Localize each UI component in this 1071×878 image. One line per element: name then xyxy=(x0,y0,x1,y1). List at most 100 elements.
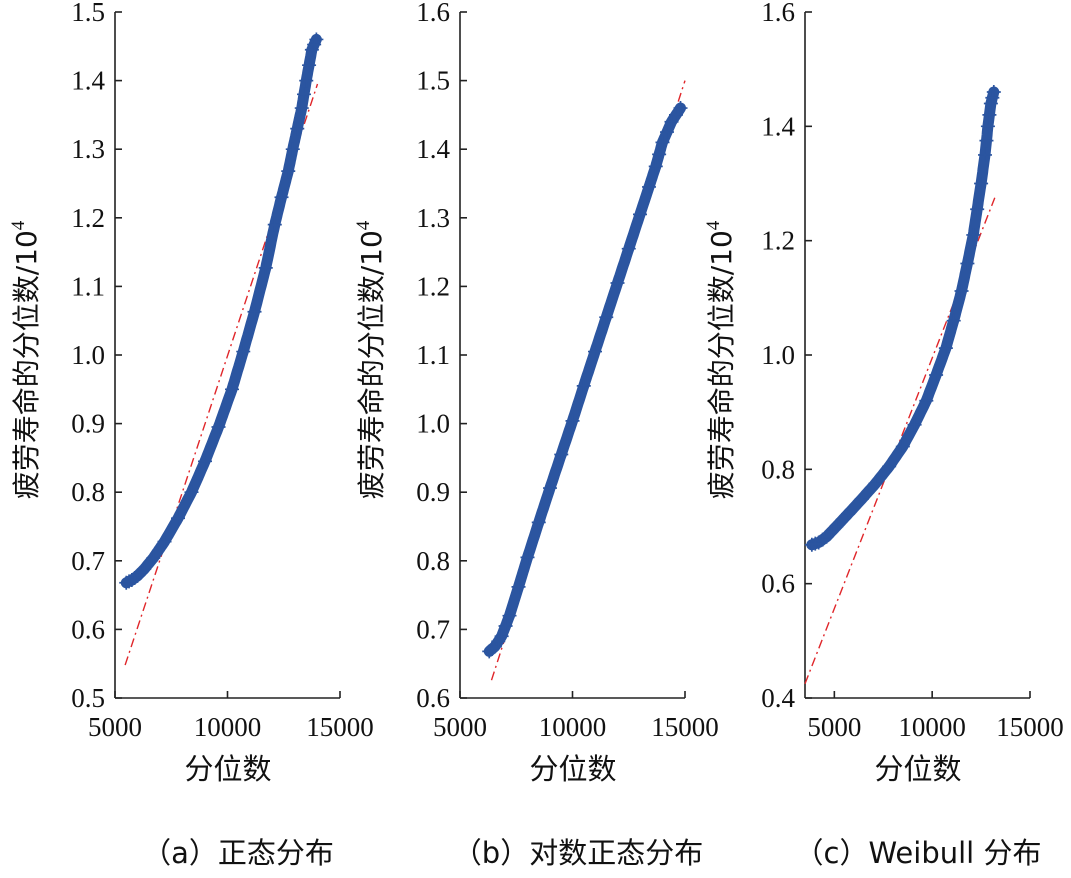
y-tick-label: 1.1 xyxy=(416,340,450,370)
data-point xyxy=(274,190,289,205)
y-tick-label: 0.7 xyxy=(416,614,450,644)
data-point xyxy=(974,176,989,191)
data-point xyxy=(960,256,975,271)
data-point xyxy=(815,532,830,547)
data-point xyxy=(986,85,1001,100)
data-point xyxy=(946,313,961,328)
data-point xyxy=(281,164,296,179)
data-point xyxy=(543,481,557,496)
panel-lognormal-distribution: 0.6 0.7 0.8 0.9 1.0 1.1 1.2 1.3 1.4 1.5 1.6 5000 100… xyxy=(353,0,719,870)
data-point xyxy=(929,368,944,383)
data-point xyxy=(633,207,647,222)
y-tick-label: 1.0 xyxy=(71,340,105,370)
data-point xyxy=(511,579,526,594)
data-point xyxy=(841,506,856,521)
data-point xyxy=(491,634,506,649)
y-axis-label: 疲劳寿命的分位数/104 xyxy=(703,220,738,499)
data-point xyxy=(133,565,148,580)
y-tick-label: 0.9 xyxy=(71,409,105,439)
y-tick-label: 0.5 xyxy=(71,683,105,713)
y-tick-label: 0.7 xyxy=(71,546,105,576)
data-series-band xyxy=(120,33,322,589)
x-axis-label: 分位数 xyxy=(874,752,961,786)
y-axis-label: 疲劳寿命的分位数/104 xyxy=(353,220,388,499)
data-point xyxy=(184,485,199,500)
data-point xyxy=(978,147,992,162)
x-tick-label: 15000 xyxy=(996,712,1064,742)
data-point xyxy=(211,420,226,435)
y-tick-label: 1.6 xyxy=(416,0,450,27)
y-axis-label-text: 疲劳寿命的分位数/10 xyxy=(705,230,738,499)
y-tick-label: 1.0 xyxy=(416,409,450,439)
data-point xyxy=(983,96,998,111)
x-tick-label: 5000 xyxy=(88,712,142,742)
x-tick-label: 15000 xyxy=(306,712,374,742)
data-point xyxy=(236,344,251,359)
data-point xyxy=(588,344,602,359)
data-point xyxy=(970,202,985,217)
data-point xyxy=(119,575,134,590)
data-series-band xyxy=(806,86,1000,551)
data-point xyxy=(895,439,910,454)
data-point xyxy=(652,147,667,162)
y-axis-label-exponent: 4 xyxy=(8,220,29,230)
y-tick-label: 1.0 xyxy=(761,340,795,370)
data-point xyxy=(157,534,172,549)
y-tick-label: 1.4 xyxy=(761,111,795,141)
x-tick-label: 5000 xyxy=(433,712,487,742)
data-point xyxy=(225,382,239,397)
y-axis-label-text: 疲劳寿命的分位数/10 xyxy=(355,230,388,499)
data-point xyxy=(520,550,535,565)
data-point xyxy=(307,37,322,52)
data-point xyxy=(642,179,656,194)
x-tick-label: 15000 xyxy=(651,712,719,742)
data-point xyxy=(854,492,869,507)
x-axis-label: 分位数 xyxy=(184,752,271,786)
y-tick-label: 1.5 xyxy=(71,0,105,27)
y-tick-label: 1.2 xyxy=(761,226,795,256)
x-tick-label: 10000 xyxy=(194,712,262,742)
y-tick-label: 1.4 xyxy=(416,134,450,164)
data-point xyxy=(258,260,273,275)
y-tick-label: 1.4 xyxy=(71,66,105,96)
y-tick-label: 1.2 xyxy=(71,203,105,233)
data-point xyxy=(565,413,580,428)
data-point xyxy=(868,476,883,491)
reference-line xyxy=(124,83,319,666)
y-tick-label: 0.6 xyxy=(71,614,105,644)
data-point xyxy=(907,417,922,432)
data-point xyxy=(531,515,546,530)
panel-normal-distribution: 0.5 0.6 0.7 0.8 0.9 1.0 1.1 1.2 1.3 1.4 1.5 5000 100… xyxy=(8,0,374,870)
x-axis-label: 分位数 xyxy=(529,752,616,786)
data-point xyxy=(122,574,137,589)
data-point xyxy=(966,227,981,242)
y-tick-label: 1.2 xyxy=(416,271,450,301)
data-point xyxy=(485,641,500,656)
data-point xyxy=(660,125,674,140)
data-point xyxy=(980,119,995,134)
data-point xyxy=(599,310,614,325)
data-point xyxy=(137,562,152,577)
y-tick-label: 0.8 xyxy=(71,477,105,507)
data-point xyxy=(804,537,819,552)
data-point xyxy=(285,142,300,157)
y-tick-label: 0.6 xyxy=(416,683,450,713)
data-point xyxy=(171,511,185,526)
y-axis-label-exponent: 4 xyxy=(353,220,374,230)
y-tick-label: 1.5 xyxy=(416,66,450,96)
data-point xyxy=(985,90,1000,105)
data-point xyxy=(938,341,953,356)
y-tick-label: 1.1 xyxy=(71,271,105,301)
data-point xyxy=(954,283,969,298)
data-point xyxy=(982,107,997,122)
y-axis-label: 疲劳寿命的分位数/104 xyxy=(8,220,43,499)
data-point xyxy=(299,73,314,88)
y-tick-label: 0.4 xyxy=(761,683,795,713)
data-point xyxy=(621,241,636,256)
data-point xyxy=(554,447,569,462)
data-point xyxy=(824,524,839,539)
y-tick-label: 1.6 xyxy=(761,0,795,27)
data-point xyxy=(297,87,311,102)
data-point xyxy=(979,133,994,148)
